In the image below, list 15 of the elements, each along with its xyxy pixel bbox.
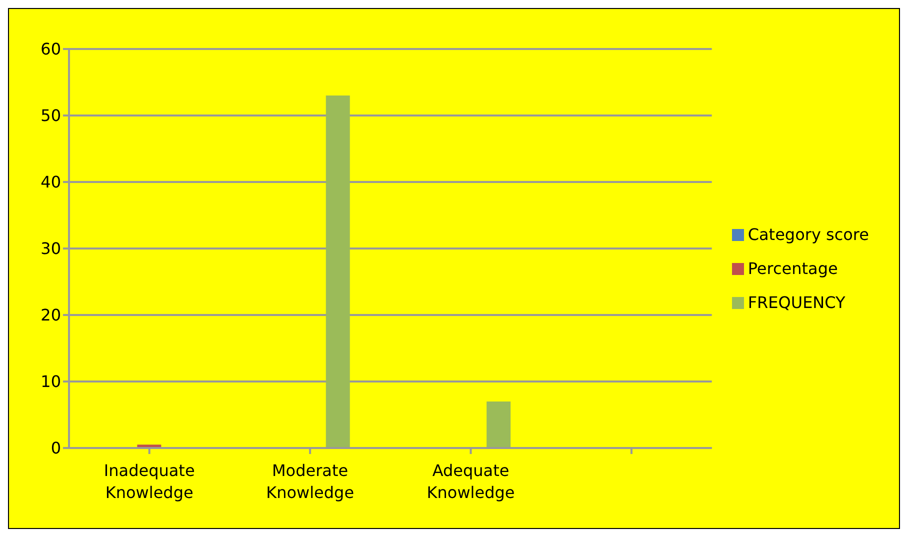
x-tick-label: Moderate Knowledge (266, 461, 354, 502)
legend-label: Percentage (748, 258, 838, 278)
y-tick-label: 60 (40, 40, 61, 59)
legend-label: Category score (748, 224, 869, 244)
bar (486, 401, 511, 448)
y-tick-label: 40 (40, 172, 61, 192)
bar (326, 96, 350, 448)
x-tick-label: Inadequate Knowledge (104, 461, 195, 502)
y-tick-label: 30 (40, 239, 61, 258)
y-tick-label: 0 (50, 438, 61, 458)
legend-label: FREQUENCY (748, 292, 846, 312)
y-tick-label: 10 (40, 372, 61, 392)
y-tick-label: 50 (40, 106, 61, 126)
x-tick-label: Adequate Knowledge (426, 461, 515, 502)
y-tick-label: 20 (40, 306, 61, 325)
